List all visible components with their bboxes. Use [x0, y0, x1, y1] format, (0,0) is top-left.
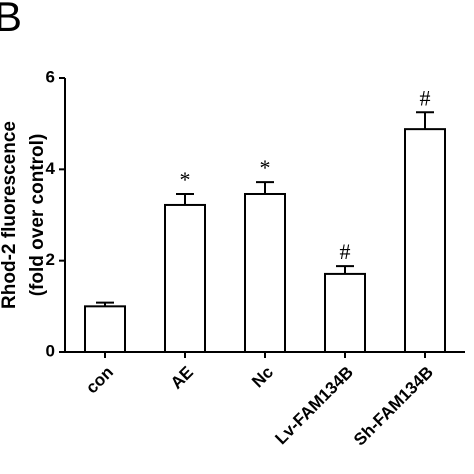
bar: [324, 272, 366, 353]
y-tick-label: 0: [46, 341, 55, 360]
y-tick-label: 4: [46, 159, 56, 178]
significance-marker: #: [420, 85, 431, 110]
significance-marker: *: [260, 155, 271, 180]
y-axis-label: (fold over control): [27, 134, 48, 297]
panel-label: B: [0, 0, 22, 40]
x-tick-label: Sh-FAM134B: [350, 363, 437, 450]
x-tick-label: AE: [167, 363, 197, 393]
bar: [164, 203, 206, 353]
x-tick-label: con: [82, 363, 117, 398]
significance-marker: *: [180, 167, 191, 192]
bar: [404, 128, 446, 353]
x-tick-label: Nc: [248, 363, 277, 392]
bar: [84, 305, 126, 354]
bar: [244, 192, 286, 353]
x-tick-label: Lv-FAM134B: [271, 363, 357, 449]
y-tick-label: 2: [46, 250, 55, 269]
significance-marker: #: [340, 239, 351, 264]
y-axis-label: Rhod-2 fluorescence: [0, 121, 20, 309]
y-tick-label: 6: [46, 67, 55, 86]
